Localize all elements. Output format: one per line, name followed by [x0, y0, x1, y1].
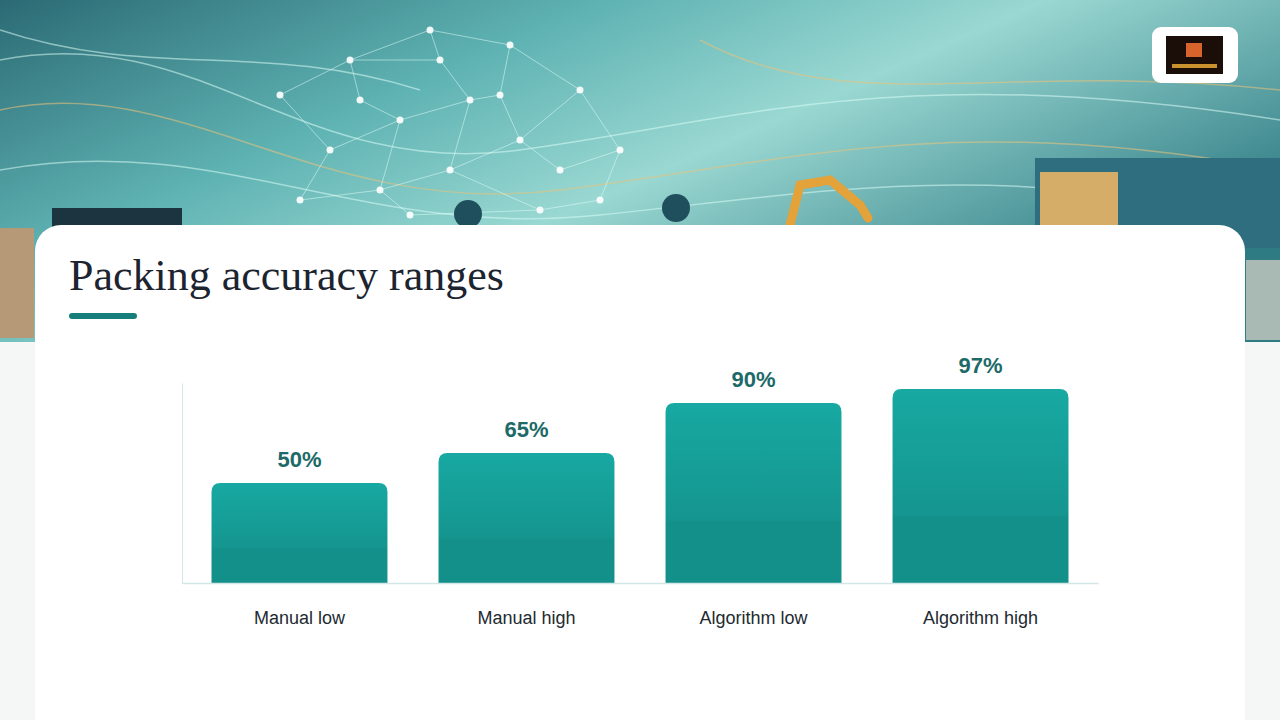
- y-axis: [182, 384, 183, 584]
- network-link: [440, 60, 470, 100]
- x-tick: Algorithm high: [923, 608, 1038, 628]
- title: Packing accuracy ranges: [69, 251, 504, 300]
- network-link: [430, 30, 440, 60]
- network-node: [437, 57, 444, 64]
- network-node: [537, 207, 544, 214]
- y-axis-line: [182, 384, 183, 584]
- bar: [439, 453, 615, 583]
- network-link: [520, 90, 580, 140]
- title-underline: [69, 313, 137, 319]
- card: [35, 225, 1245, 720]
- network-link: [360, 100, 400, 120]
- network-link: [470, 95, 500, 100]
- network-link: [560, 150, 620, 170]
- network-link: [450, 100, 470, 170]
- data-labels: 50% 65% 90% 97%: [277, 353, 1002, 472]
- network-link: [400, 100, 470, 120]
- x-tick-label: Manual high: [477, 608, 575, 628]
- boxes: [0, 228, 34, 338]
- network-link: [300, 150, 330, 200]
- network-node: [297, 197, 304, 204]
- network-node: [327, 147, 334, 154]
- network-node: [357, 97, 364, 104]
- network-node: [507, 42, 514, 49]
- network-link: [540, 200, 600, 210]
- x-tick: Manual high: [477, 608, 575, 628]
- network-node: [447, 167, 454, 174]
- network-link: [580, 90, 620, 150]
- network-node: [427, 27, 434, 34]
- network-link: [500, 95, 520, 140]
- network-node: [517, 137, 524, 144]
- network-link: [430, 30, 510, 45]
- network-node: [497, 92, 504, 99]
- network-link: [300, 190, 380, 200]
- logo-mark: [1186, 43, 1202, 57]
- boxes: [1246, 260, 1280, 340]
- network-node: [407, 212, 414, 219]
- wave: [0, 54, 1280, 154]
- network-link: [510, 45, 580, 90]
- x-tick-label: Manual low: [254, 608, 346, 628]
- network-link: [280, 95, 330, 150]
- network-node: [377, 187, 384, 194]
- data-label: 50%: [277, 447, 321, 472]
- network-node: [347, 57, 354, 64]
- network-link: [520, 140, 560, 170]
- bars: [212, 389, 1069, 583]
- network-link: [350, 60, 440, 61]
- logo-frame: [1152, 27, 1238, 83]
- network-node: [577, 87, 584, 94]
- network-link: [350, 60, 360, 100]
- x-tick-label: Algorithm low: [699, 608, 808, 628]
- bar: [893, 389, 1069, 583]
- container-door: [1040, 172, 1118, 232]
- network-link: [280, 60, 350, 95]
- x-axis: Manual low Manual high Algorithm low Algori…: [183, 584, 1099, 628]
- bar: [212, 483, 388, 583]
- network-link: [380, 190, 410, 215]
- page: Packing accuracy rangesManual lowManual …: [0, 0, 1280, 720]
- worker: [454, 200, 482, 228]
- data-label: 65%: [504, 417, 548, 442]
- network-link: [380, 170, 450, 190]
- logo: [1166, 36, 1223, 74]
- robot-arm: [790, 180, 868, 225]
- logo-mark: [1172, 64, 1217, 68]
- x-tick: Manual low: [254, 608, 346, 628]
- data-label: 97%: [958, 353, 1002, 378]
- network-node: [557, 167, 564, 174]
- x-tick-label: Algorithm high: [923, 608, 1038, 628]
- network-node: [277, 92, 284, 99]
- network-node: [467, 97, 474, 104]
- network-node: [617, 147, 624, 154]
- data-label: 90%: [731, 367, 775, 392]
- x-tick: Algorithm low: [699, 608, 808, 628]
- network-link: [350, 30, 430, 60]
- network-link: [600, 150, 620, 200]
- network-node: [397, 117, 404, 124]
- x-axis-line: [183, 583, 1099, 585]
- network-link: [500, 45, 510, 95]
- network-node: [597, 197, 604, 204]
- network-link: [450, 140, 520, 170]
- network-link: [330, 120, 400, 150]
- worker: [662, 194, 690, 222]
- bar: [666, 403, 842, 583]
- network-link: [380, 120, 400, 190]
